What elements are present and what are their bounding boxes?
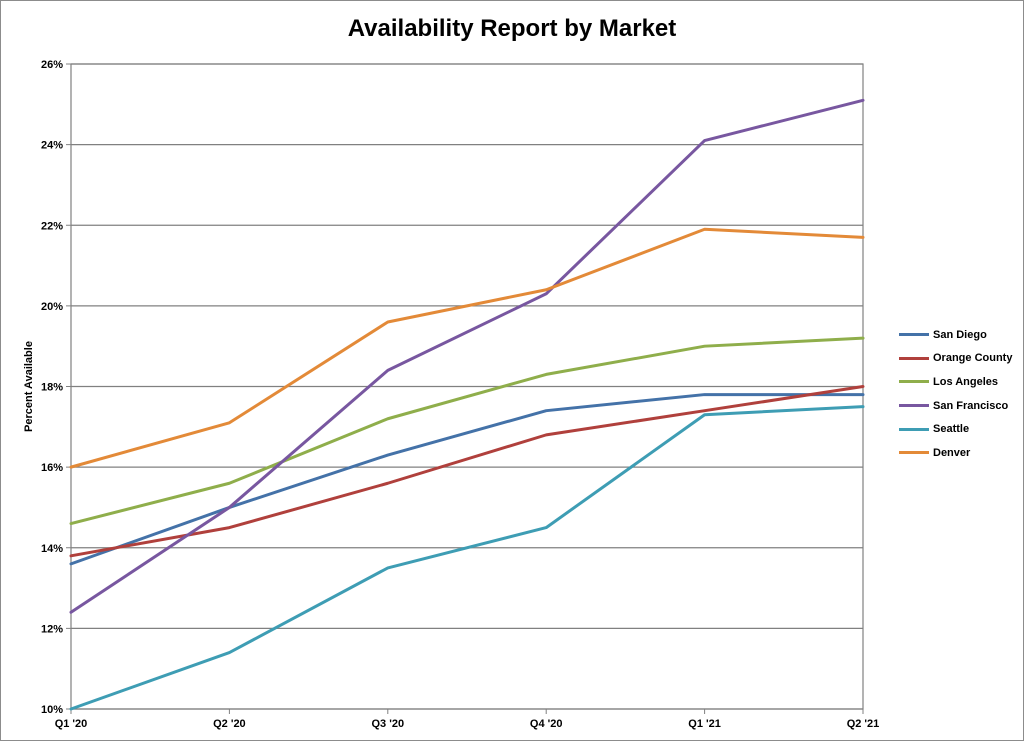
y-tick-label: 24% xyxy=(41,140,63,152)
series-line-seattle xyxy=(69,405,865,711)
legend-item-san-diego: San Diego xyxy=(899,323,1019,347)
y-tick-label: 18% xyxy=(41,382,63,394)
x-tick-label: Q2 '20 xyxy=(213,718,246,730)
x-tick-label: Q1 '20 xyxy=(55,718,88,730)
series-line-denver xyxy=(69,227,865,469)
legend-label: San Diego xyxy=(933,328,987,341)
x-tick-label: Q1 '21 xyxy=(688,718,721,730)
chart-legend: San Diego Orange County Los Angeles San Fra… xyxy=(899,323,1019,465)
legend-swatch xyxy=(899,451,929,455)
legend-label: Orange County xyxy=(933,352,1013,365)
legend-swatch xyxy=(899,333,929,337)
y-axis-label: Percent Available xyxy=(23,341,35,432)
y-tick-label: 20% xyxy=(41,301,63,313)
x-tick-label: Q2 '21 xyxy=(847,718,880,730)
y-tick-label: 16% xyxy=(41,462,63,474)
y-tick-label: 10% xyxy=(41,704,63,716)
legend-label: Los Angeles xyxy=(933,375,998,388)
y-tick-label: 12% xyxy=(41,623,63,635)
y-tick-label: 26% xyxy=(41,59,63,71)
legend-swatch xyxy=(899,380,929,384)
legend-item-seattle: Seattle xyxy=(899,417,1019,441)
y-tick-label: 14% xyxy=(41,543,63,555)
legend-item-orange-county: Orange County xyxy=(899,347,1019,371)
x-tick-label: Q4 '20 xyxy=(530,718,563,730)
legend-swatch xyxy=(899,404,929,408)
legend-item-los-angeles: Los Angeles xyxy=(899,370,1019,394)
y-tick-label: 22% xyxy=(41,220,63,232)
legend-swatch xyxy=(899,356,929,360)
legend-label: Seattle xyxy=(933,423,970,436)
series-line-orange-county xyxy=(69,385,865,558)
series-line-los-angeles xyxy=(69,336,865,526)
legend-swatch xyxy=(899,427,929,431)
legend-label: Denver xyxy=(933,446,971,459)
legend-item-denver: Denver xyxy=(899,441,1019,465)
series-line-san-diego xyxy=(69,393,865,566)
series-line-san-francisco xyxy=(69,98,865,614)
x-tick-label: Q3 '20 xyxy=(372,718,405,730)
legend-label: San Francisco xyxy=(933,399,1009,412)
chart-title: Availability Report by Market xyxy=(347,15,677,42)
legend-item-san-francisco: San Francisco xyxy=(899,394,1019,418)
